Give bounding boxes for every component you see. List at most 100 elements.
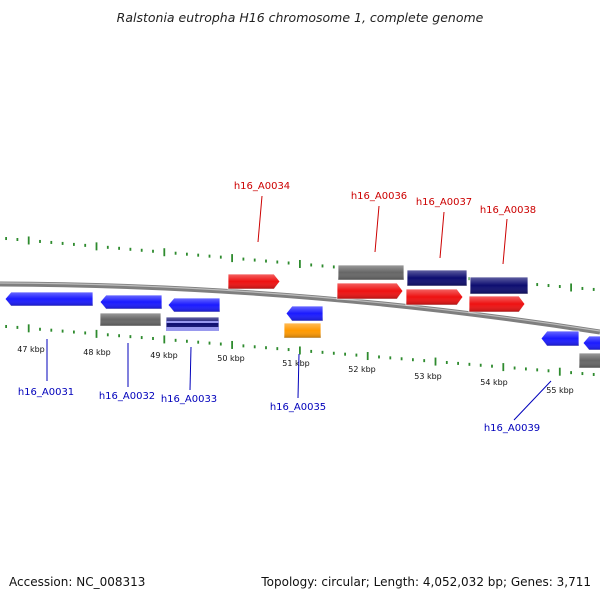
upper-tick bbox=[208, 254, 211, 258]
feature-red-3 bbox=[405, 288, 464, 306]
lower-tick bbox=[84, 331, 87, 335]
upper-tick bbox=[197, 253, 200, 257]
upper-tick bbox=[570, 283, 572, 292]
lower-tick bbox=[5, 324, 7, 328]
lower-tick bbox=[186, 339, 188, 343]
gene-label[interactable]: h16_A0039 bbox=[484, 423, 540, 434]
lower-tick bbox=[299, 346, 301, 355]
upper-tick bbox=[299, 259, 301, 268]
lower-tick bbox=[457, 361, 459, 365]
gene-label[interactable]: h16_A0036 bbox=[351, 191, 407, 202]
feature-blue-5 bbox=[540, 330, 580, 347]
upper-tick bbox=[186, 252, 188, 256]
lower-tick bbox=[434, 357, 437, 366]
lower-tick bbox=[378, 355, 380, 359]
upper-tick bbox=[106, 245, 109, 249]
lower-tick bbox=[276, 347, 279, 351]
lower-tick-track bbox=[5, 324, 595, 376]
upper-tick bbox=[39, 239, 41, 243]
lower-tick bbox=[208, 341, 211, 345]
upper-tick bbox=[129, 247, 132, 251]
feature-gray-3 bbox=[578, 352, 600, 369]
kbp-label: 53 kbp bbox=[414, 372, 442, 381]
gene-label-leader-line bbox=[297, 353, 300, 399]
feature-orange-1 bbox=[283, 322, 322, 339]
lower-tick bbox=[73, 330, 75, 334]
lower-tick bbox=[27, 324, 30, 333]
lower-tick bbox=[502, 363, 505, 372]
accession-text: Accession: NC_008313 bbox=[9, 575, 146, 589]
lower-tick bbox=[310, 349, 313, 353]
gene-label-leader-line bbox=[439, 211, 445, 259]
lower-tick bbox=[536, 368, 539, 372]
lower-tick bbox=[581, 372, 584, 376]
map-title: Ralstonia eutropha H16 chromosome 1, com… bbox=[116, 10, 484, 25]
lower-tick bbox=[253, 345, 256, 349]
lower-tick bbox=[287, 348, 290, 352]
lower-tick bbox=[491, 364, 493, 368]
upper-tick bbox=[174, 251, 177, 255]
lower-tick bbox=[118, 334, 120, 338]
kbp-label: 48 kbp bbox=[83, 348, 111, 357]
gene-label[interactable]: h16_A0032 bbox=[99, 391, 155, 402]
upper-tick bbox=[547, 284, 550, 288]
upper-tick bbox=[61, 241, 64, 245]
lower-tick bbox=[16, 325, 19, 329]
gene-label-leader-line bbox=[502, 218, 508, 265]
upper-tick bbox=[468, 277, 471, 281]
lower-tick bbox=[592, 372, 595, 376]
feature-blue-4 bbox=[285, 305, 324, 322]
kbp-label: 47 kbp bbox=[17, 345, 45, 354]
kbp-label: 54 kbp bbox=[480, 378, 508, 387]
lower-tick bbox=[366, 352, 369, 361]
lower-tick bbox=[479, 363, 482, 367]
upper-tick bbox=[287, 261, 290, 265]
upper-tick bbox=[73, 242, 75, 246]
lower-tick bbox=[445, 360, 448, 364]
upper-tick bbox=[592, 287, 595, 291]
kbp-label: 52 kbp bbox=[348, 365, 376, 374]
lower-tick bbox=[50, 328, 53, 332]
gene-label[interactable]: h16_A0031 bbox=[18, 387, 74, 398]
lower-tick bbox=[152, 336, 154, 340]
lower-tick bbox=[61, 329, 64, 333]
gene-labels: h16_A0031 h16_A0032 h16_A0033 h16_A0034 h16_… bbox=[18, 181, 552, 434]
gene-label[interactable]: h16_A0034 bbox=[234, 181, 290, 192]
gene-label-leader-line bbox=[374, 205, 380, 253]
lower-tick bbox=[163, 335, 166, 344]
gene-label[interactable]: h16_A0037 bbox=[416, 197, 472, 208]
gene-label-leader-line bbox=[189, 346, 192, 391]
lower-tick bbox=[525, 367, 527, 371]
upper-tick bbox=[95, 242, 98, 251]
gene-label[interactable]: h16_A0033 bbox=[161, 394, 217, 405]
gene-label-leader-line bbox=[513, 380, 552, 421]
lower-tick bbox=[332, 351, 335, 355]
upper-tick bbox=[231, 254, 233, 263]
upper-tick bbox=[581, 286, 584, 290]
lower-tick bbox=[321, 350, 324, 354]
kbp-label: 55 kbp bbox=[546, 386, 574, 395]
kbp-label: 50 kbp bbox=[217, 354, 245, 363]
gene-label[interactable]: h16_A0035 bbox=[270, 402, 326, 413]
feature-red-2 bbox=[336, 282, 404, 300]
feature-red-1 bbox=[227, 273, 281, 290]
lower-tick bbox=[106, 333, 109, 337]
feature-blue-1 bbox=[4, 291, 94, 307]
feature-navy-2 bbox=[406, 269, 468, 287]
kbp-label: 51 kbp bbox=[282, 359, 310, 368]
upper-tick bbox=[27, 236, 30, 245]
gene-label[interactable]: h16_A0038 bbox=[480, 205, 536, 216]
lower-tick bbox=[547, 369, 550, 373]
lower-tick bbox=[389, 356, 392, 360]
upper-tick bbox=[152, 249, 154, 253]
lower-tick bbox=[344, 352, 346, 356]
upper-tick bbox=[253, 258, 256, 262]
feature-red-4 bbox=[468, 295, 526, 313]
upper-tick bbox=[321, 264, 324, 268]
lower-tick bbox=[468, 362, 471, 366]
chromosome-backbone-highlight bbox=[0, 282, 600, 332]
gene-label-leader-line bbox=[257, 195, 263, 243]
gene-features bbox=[4, 264, 600, 369]
